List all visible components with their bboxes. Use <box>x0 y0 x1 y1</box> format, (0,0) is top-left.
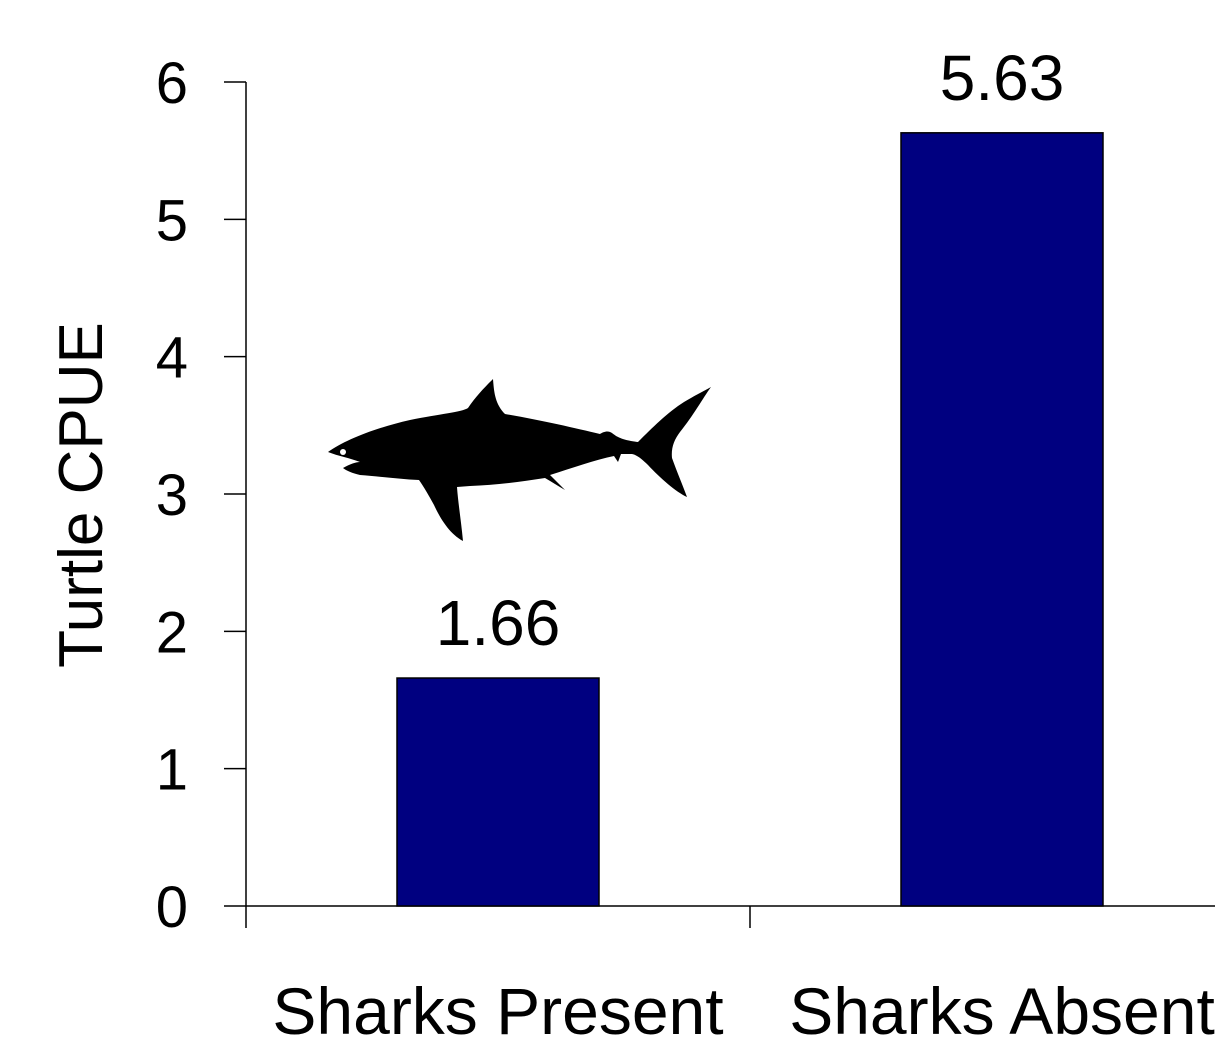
y-tick-label: 4 <box>156 326 188 391</box>
category-labels: Sharks Present Sharks Absent <box>272 974 1214 1043</box>
category-label: Sharks Present <box>272 974 723 1043</box>
y-axis-ticks: 0 1 2 3 4 5 6 <box>156 51 246 940</box>
category-label: Sharks Absent <box>789 974 1215 1043</box>
shark-icon <box>328 379 711 541</box>
y-tick-label: 6 <box>156 51 188 116</box>
y-tick-label: 1 <box>156 738 188 803</box>
y-axis-title: Turtle CPUE <box>47 322 116 668</box>
y-tick-label: 5 <box>156 188 188 253</box>
bar <box>396 677 600 907</box>
bars <box>396 132 1104 907</box>
data-labels: 1.66 5.63 <box>436 42 1065 659</box>
y-tick-label: 0 <box>156 875 188 940</box>
data-label: 5.63 <box>940 42 1065 114</box>
data-label: 1.66 <box>436 587 561 659</box>
y-tick-label: 2 <box>156 600 188 665</box>
y-tick-label: 3 <box>156 463 188 528</box>
bar <box>900 132 1104 907</box>
